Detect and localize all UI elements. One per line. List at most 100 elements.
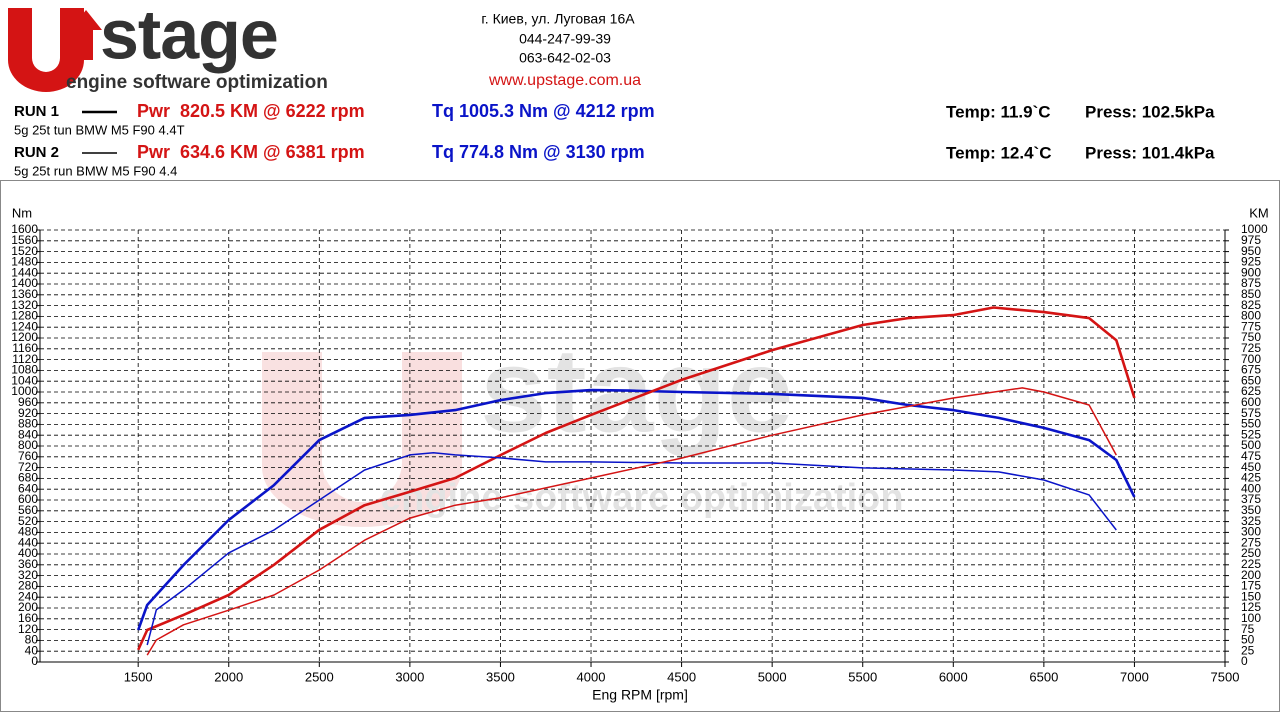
y-tick-label: 920: [18, 406, 38, 420]
x-tick-label: 2000: [214, 669, 243, 684]
y-tick-label: 560: [18, 503, 38, 517]
logo-arrow: [70, 10, 102, 60]
run-torque: Tq 774.8 Nm @ 3130 rpm: [432, 142, 645, 162]
y2-tick-label: 175: [1241, 579, 1261, 593]
y-tick-label: 1280: [11, 309, 38, 323]
y2-tick-label: 0: [1241, 654, 1248, 668]
y-tick-label: 520: [18, 514, 38, 528]
chart: 0408012016020024028032036040044048052056…: [11, 205, 1268, 702]
x-tick-label: 4000: [577, 669, 606, 684]
y-tick-label: 0: [31, 654, 38, 668]
y2-tick-label: 625: [1241, 384, 1261, 398]
y-tick-label: 760: [18, 449, 38, 463]
logo-tagline: engine software optimization: [66, 72, 328, 93]
y-tick-label: 1560: [11, 233, 38, 247]
y2-tick-label: 750: [1241, 330, 1261, 344]
x-tick-label: 6000: [939, 669, 968, 684]
phone: 063-642-02-03: [519, 50, 611, 66]
run-torque: Tq 1005.3 Nm @ 4212 rpm: [432, 101, 655, 121]
y-tick-label: 1160: [12, 341, 38, 355]
x-tick-label: 4500: [667, 669, 696, 684]
x-tick-label: 3000: [395, 669, 424, 684]
y-tick-label: 1240: [11, 319, 38, 333]
x-tick-label: 7000: [1120, 669, 1149, 684]
watermark-tagline: engine software optimization: [380, 477, 904, 519]
y2-tick-label: 375: [1241, 492, 1261, 506]
contacts: г. Киев, ул. Луговая 16А 044-247-99-39 0…: [481, 11, 641, 90]
y-tick-label: 1360: [11, 287, 38, 301]
y2-tick-label: 1000: [1241, 222, 1268, 236]
y2-tick-label: 650: [1241, 373, 1261, 387]
x-tick-label: 5000: [758, 669, 787, 684]
y-tick-label: 1320: [11, 298, 38, 312]
run-label: RUN 1: [14, 103, 59, 120]
run-press: Press: 102.5kPa: [1085, 102, 1215, 121]
y-tick-label: 1120: [12, 352, 38, 366]
run-power: Pwr 820.5 KM @ 6222 rpm: [137, 101, 365, 121]
y2-tick-label: 900: [1241, 265, 1261, 279]
y-tick-label: 120: [18, 622, 38, 636]
y2-tick-label: 775: [1241, 319, 1261, 333]
y2-tick-label: 850: [1241, 287, 1261, 301]
y2-tick-label: 975: [1241, 233, 1261, 247]
y-tick-label: 640: [18, 481, 38, 495]
y2-tick-label: 800: [1241, 309, 1261, 323]
x-tick-label: 1500: [124, 669, 153, 684]
y-tick-label: 200: [18, 600, 38, 614]
y2-tick-label: 100: [1241, 611, 1261, 625]
y-tick-label: 400: [18, 546, 38, 560]
x-tick-label: 2500: [305, 669, 334, 684]
run-description: 5g 25t run BMW M5 F90 4.4: [14, 163, 177, 178]
y2-tick-label: 425: [1241, 471, 1261, 485]
y-tick-label: 40: [25, 643, 39, 657]
y2-tick-label: 675: [1241, 363, 1261, 377]
y-tick-label: 1440: [11, 265, 38, 279]
y-tick-label: 320: [18, 568, 38, 582]
run-description: 5g 25t tun BMW M5 F90 4.4T: [14, 122, 185, 137]
y2-tick-label: 125: [1241, 600, 1261, 614]
y2-tick-label: 225: [1241, 557, 1261, 571]
x-tick-label: 6500: [1029, 669, 1058, 684]
y2-tick-label: 825: [1241, 298, 1261, 312]
logo: stage engine software optimization: [8, 0, 328, 93]
run-power: Pwr 634.6 KM @ 6381 rpm: [137, 142, 365, 162]
y2-tick-label: 475: [1241, 449, 1261, 463]
watermark-logo: [262, 352, 462, 527]
data-line: [136, 388, 1136, 631]
website[interactable]: www.upstage.com.ua: [488, 72, 641, 89]
logo-brand: stage: [100, 0, 278, 73]
y2-tick-label: 600: [1241, 395, 1261, 409]
y-tick-label: 1080: [11, 363, 38, 377]
x-axis-label: Eng RPM [rpm]: [592, 687, 688, 703]
y2-tick-label: 700: [1241, 352, 1261, 366]
address: г. Киев, ул. Луговая 16А: [481, 11, 635, 27]
y2-tick-label: 450: [1241, 460, 1261, 474]
run-label: RUN 2: [14, 144, 59, 161]
y2-tick-label: 50: [1241, 633, 1255, 647]
y2-tick-label: 300: [1241, 525, 1261, 539]
y-tick-label: 1480: [11, 255, 38, 269]
y2-tick-label: 275: [1241, 535, 1261, 549]
run-temp: Temp: 12.4`C: [946, 143, 1052, 162]
y2-tick-label: 25: [1241, 643, 1255, 657]
y-tick-label: 1200: [11, 330, 38, 344]
y-tick-label: 1000: [11, 384, 38, 398]
y-tick-label: 80: [25, 633, 39, 647]
y-tick-label: 440: [18, 535, 38, 549]
y-tick-label: 480: [18, 525, 38, 539]
logo-u: [8, 8, 84, 92]
y2-tick-label: 875: [1241, 276, 1261, 290]
y-tick-label: 1600: [11, 222, 38, 236]
y2-tick-label: 925: [1241, 255, 1261, 269]
y2-tick-label: 400: [1241, 481, 1261, 495]
y2-tick-label: 575: [1241, 406, 1261, 420]
y-tick-label: 800: [18, 438, 38, 452]
x-tick-label: 7500: [1211, 669, 1240, 684]
y-tick-label: 600: [18, 492, 38, 506]
y2-tick-label: 950: [1241, 244, 1261, 258]
y2-tick-label: 525: [1241, 427, 1261, 441]
y-tick-label: 360: [18, 557, 38, 571]
run-press: Press: 101.4kPa: [1085, 143, 1215, 162]
x-tick-label: 5500: [848, 669, 877, 684]
y2-tick-label: 500: [1241, 438, 1261, 452]
